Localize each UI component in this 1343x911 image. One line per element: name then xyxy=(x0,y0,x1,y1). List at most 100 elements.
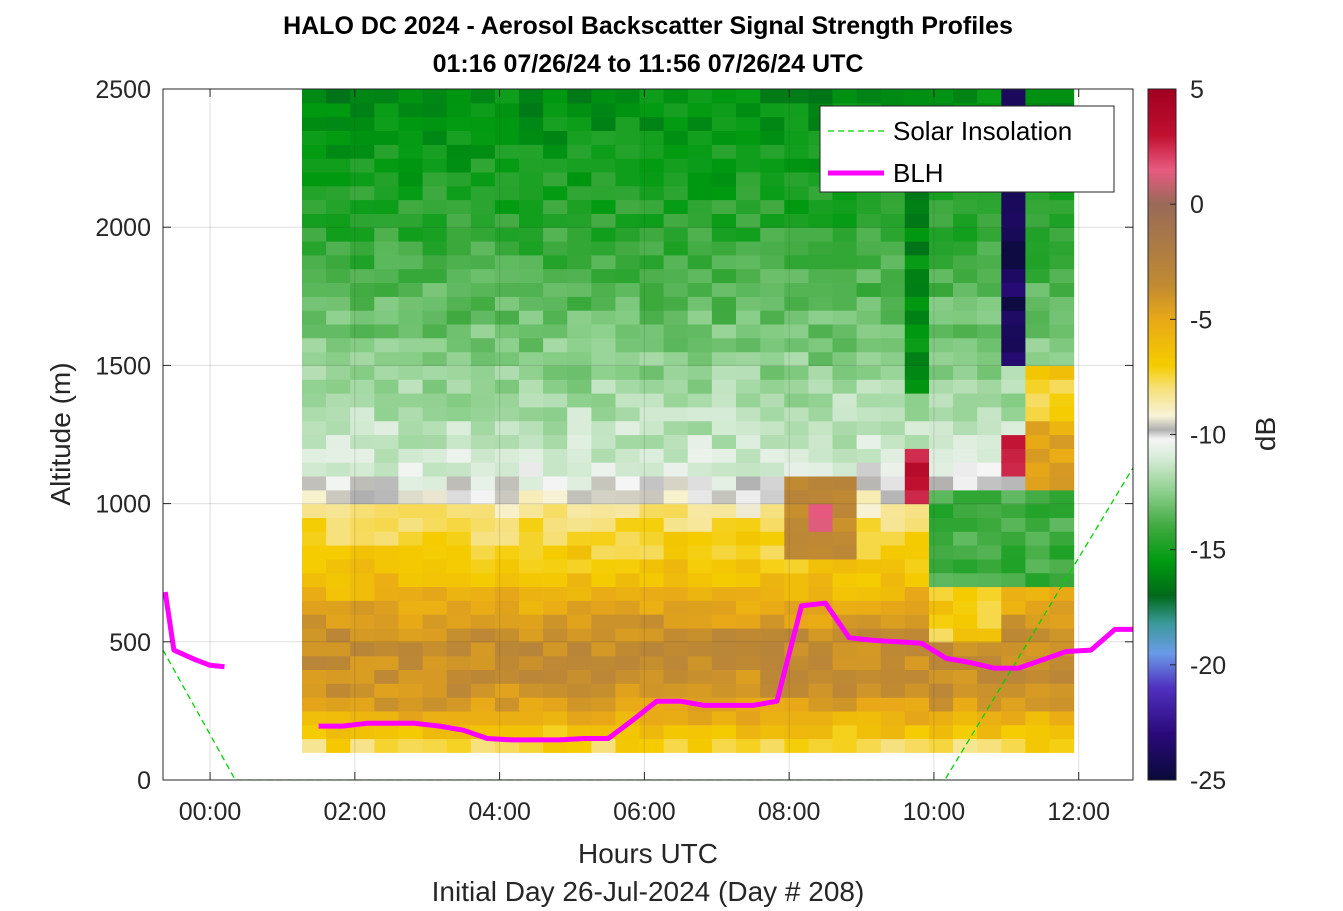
heatmap-cell xyxy=(760,655,785,670)
heatmap-cell xyxy=(832,641,858,657)
heatmap-cell xyxy=(470,710,496,726)
heatmap-cell xyxy=(398,697,424,712)
heatmap-cell xyxy=(639,558,665,574)
heatmap-cell xyxy=(302,503,327,518)
heatmap-cell xyxy=(929,558,954,574)
heatmap-cell xyxy=(374,462,399,477)
heatmap-cell xyxy=(591,558,617,574)
heatmap-cell xyxy=(832,420,858,436)
heatmap-cell xyxy=(639,489,665,505)
heatmap-cell xyxy=(470,254,496,270)
heatmap-cell xyxy=(567,724,592,740)
heatmap-cell xyxy=(326,669,351,684)
heatmap-cell xyxy=(350,351,375,366)
heatmap-cell xyxy=(422,351,448,366)
heatmap-cell xyxy=(977,738,1002,753)
heatmap-cell xyxy=(832,448,858,463)
heatmap-cell xyxy=(494,434,520,449)
heatmap-cell xyxy=(977,241,1002,256)
heatmap-cell xyxy=(519,628,544,643)
heatmap-cell xyxy=(1001,558,1026,574)
heatmap-cell xyxy=(687,641,713,657)
heatmap-cell xyxy=(880,199,906,214)
heatmap-cell xyxy=(567,171,592,187)
heatmap-cell xyxy=(736,683,761,698)
heatmap-cell xyxy=(880,351,906,366)
heatmap-cell xyxy=(519,213,544,228)
heatmap-cell xyxy=(784,406,809,422)
heatmap-cell xyxy=(615,586,641,601)
heatmap-cell xyxy=(422,310,448,325)
heatmap-cell xyxy=(1025,323,1051,339)
heatmap-cell xyxy=(326,531,351,546)
heatmap-cell xyxy=(953,697,978,712)
x-tick-label: 04:00 xyxy=(468,798,531,826)
heatmap-cell xyxy=(519,420,544,436)
heatmap-cell xyxy=(784,213,809,228)
heatmap-cell xyxy=(398,227,424,242)
heatmap-cell xyxy=(736,710,761,726)
heatmap-cell xyxy=(519,144,544,159)
heatmap-cell xyxy=(543,158,568,173)
heatmap-cell xyxy=(326,296,351,311)
heatmap-cell xyxy=(567,296,592,311)
heatmap-cell xyxy=(977,227,1002,242)
heatmap-cell xyxy=(880,476,906,491)
heatmap-cell xyxy=(663,738,689,753)
series-blh xyxy=(318,600,1133,743)
heatmap-cell xyxy=(760,199,785,214)
heatmap-cell xyxy=(422,254,448,270)
heatmap-cell xyxy=(929,628,954,643)
heatmap-cell xyxy=(398,351,424,366)
heatmap-cell xyxy=(1025,365,1051,380)
heatmap-cell xyxy=(519,503,544,518)
heatmap-cell xyxy=(977,89,1002,104)
heatmap-cell xyxy=(350,531,375,546)
heatmap-cell xyxy=(687,337,713,353)
heatmap-cell xyxy=(615,185,641,201)
heatmap-cell xyxy=(591,379,617,394)
heatmap-cell xyxy=(374,185,399,201)
heatmap-cell xyxy=(398,185,424,201)
heatmap-cell xyxy=(398,545,424,560)
heatmap-cell xyxy=(615,254,641,270)
heatmap-cell xyxy=(446,323,472,339)
heatmap-cell xyxy=(736,434,761,449)
heatmap-cell xyxy=(1001,489,1026,505)
heatmap-cell xyxy=(639,710,665,726)
heatmap-cell xyxy=(953,241,978,256)
heatmap-cell xyxy=(615,323,641,339)
heatmap-cell xyxy=(446,503,472,518)
heatmap-cell xyxy=(808,323,834,339)
heatmap-cell xyxy=(398,489,424,505)
heatmap-cell xyxy=(953,254,978,270)
heatmap-cell xyxy=(494,199,520,214)
heatmap-cell xyxy=(422,558,448,574)
heatmap-cell xyxy=(760,434,785,449)
heatmap-cell xyxy=(615,489,641,505)
heatmap-cell xyxy=(687,628,713,643)
heatmap-cell xyxy=(904,476,930,491)
heatmap-cell xyxy=(808,351,834,366)
heatmap-cell xyxy=(398,282,424,297)
heatmap-cell xyxy=(446,600,472,615)
heatmap-cell xyxy=(808,282,834,297)
heatmap-cell xyxy=(543,683,568,698)
heatmap-cell xyxy=(880,89,906,104)
heatmap-cell xyxy=(832,393,858,408)
heatmap-cell xyxy=(856,420,882,436)
heatmap-cell xyxy=(880,572,906,588)
heatmap-cell xyxy=(543,476,568,491)
heatmap-cell xyxy=(543,724,568,740)
heatmap-cell xyxy=(687,517,713,532)
heatmap-cell xyxy=(711,268,737,284)
heatmap-cell xyxy=(1001,282,1026,297)
heatmap-cell xyxy=(1049,241,1075,256)
heatmap-cell xyxy=(326,351,351,366)
heatmap-cell xyxy=(494,89,520,104)
heatmap-cell xyxy=(350,116,375,131)
heatmap-cell xyxy=(1025,462,1051,477)
heatmap-cell xyxy=(494,241,520,256)
heatmap-cell xyxy=(398,116,424,131)
heatmap-cell xyxy=(687,144,713,159)
